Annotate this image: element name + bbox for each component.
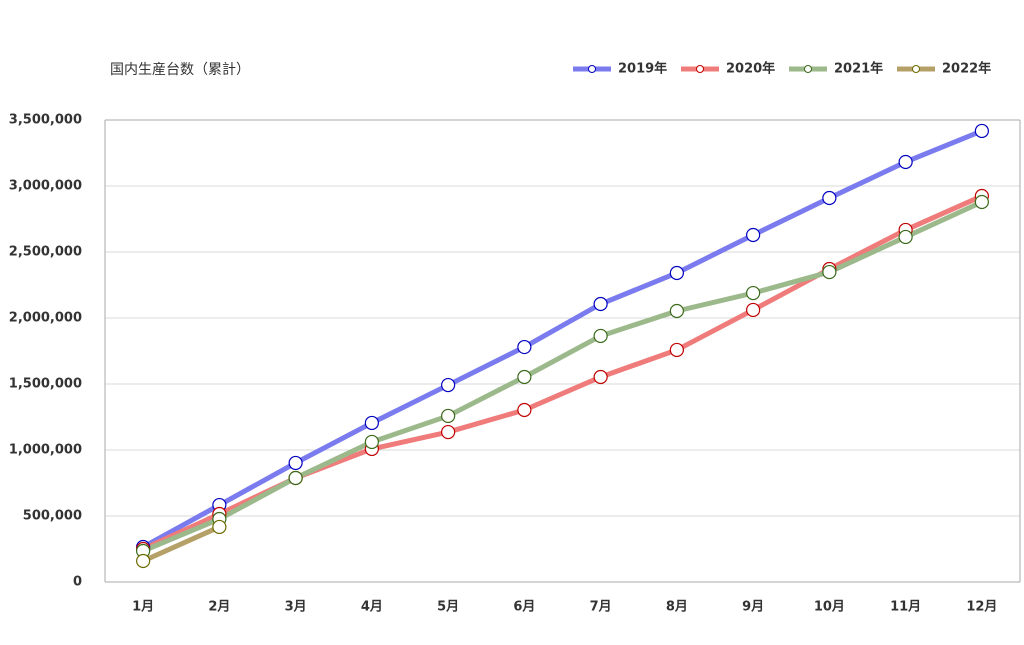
marker	[593, 369, 608, 385]
marker	[822, 190, 837, 206]
x-tick-label: 12月	[966, 600, 997, 615]
legend-marker	[588, 65, 596, 73]
marker	[441, 377, 456, 393]
marker	[364, 415, 379, 431]
x-tick-label: 11月	[890, 600, 921, 615]
y-tick-label: 3,500,000	[9, 113, 82, 128]
series-line	[142, 193, 983, 552]
marker	[974, 194, 989, 210]
y-tick-label: 0	[73, 575, 82, 590]
marker	[593, 296, 608, 312]
y-tick-label: 3,000,000	[9, 179, 82, 194]
marker	[746, 302, 761, 318]
x-tick-label: 2月	[208, 600, 230, 615]
chart-title: 国内生産台数（累計）	[110, 62, 250, 78]
marker	[364, 434, 379, 450]
x-tick-label: 6月	[513, 600, 535, 615]
marker	[517, 339, 532, 355]
x-tick-label: 3月	[285, 600, 307, 615]
legend-marker	[912, 65, 920, 73]
marker	[669, 342, 684, 358]
legend-label: 2020年	[726, 61, 775, 77]
marker	[288, 470, 303, 486]
x-tick-label: 5月	[437, 600, 459, 615]
series-line	[142, 524, 221, 564]
legend-label: 2021年	[834, 61, 883, 77]
legend-label: 2022年	[942, 61, 991, 77]
y-tick-label: 2,500,000	[9, 245, 82, 260]
series-line	[141, 128, 983, 550]
marker	[898, 229, 913, 245]
x-tick-label: 10月	[814, 600, 845, 615]
marker	[669, 303, 684, 319]
marker	[517, 369, 532, 385]
x-tick-label: 9月	[742, 600, 764, 615]
marker	[669, 265, 684, 281]
marker	[746, 227, 761, 243]
marker	[593, 328, 608, 344]
marker	[288, 455, 303, 471]
marker	[822, 264, 837, 280]
series-line	[142, 199, 983, 554]
y-tick-label: 1,000,000	[9, 443, 82, 458]
y-tick-label: 1,500,000	[9, 377, 82, 392]
marker	[746, 285, 761, 301]
x-tick-label: 1月	[132, 600, 154, 615]
x-tick-label: 7月	[590, 600, 612, 615]
marker	[212, 519, 227, 535]
marker	[441, 424, 456, 440]
marker	[136, 553, 151, 569]
y-tick-label: 500,000	[23, 509, 82, 524]
marker	[517, 402, 532, 418]
marker	[441, 408, 456, 424]
marker	[974, 123, 989, 139]
marker	[898, 154, 913, 170]
x-tick-label: 4月	[361, 600, 383, 615]
y-tick-label: 2,000,000	[9, 311, 82, 326]
legend-marker	[804, 65, 812, 73]
legend-label: 2019年	[618, 61, 667, 77]
legend-marker	[696, 65, 704, 73]
x-tick-label: 8月	[666, 600, 688, 615]
